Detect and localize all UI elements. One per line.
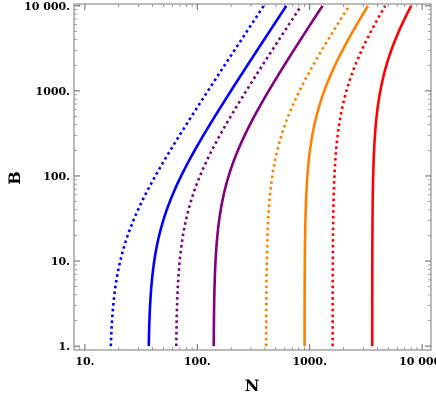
x-tick-label: 10. bbox=[75, 355, 94, 368]
series-curve-4 bbox=[212, 5, 324, 347]
y-tick-label: 1000. bbox=[36, 85, 70, 98]
y-tick-label: 10 000. bbox=[24, 0, 70, 13]
series-curve-8 bbox=[370, 5, 413, 347]
curves bbox=[109, 5, 413, 347]
x-tick-label: 100. bbox=[184, 355, 211, 368]
series-curve-6 bbox=[303, 5, 370, 347]
y-tick-label: 100. bbox=[43, 170, 70, 183]
y-axis-label: B bbox=[5, 171, 24, 185]
plot-frame bbox=[73, 3, 432, 351]
series-curve-2 bbox=[147, 5, 288, 347]
ticks: 10. 100. 1000. 10 000. 1. 10. 100. 1000. 10 000. bbox=[24, 0, 436, 368]
series-curve-7 bbox=[331, 5, 387, 347]
y-tick-label: 10. bbox=[51, 255, 70, 268]
x-tick-label: 1000. bbox=[292, 355, 326, 368]
series-curve-5 bbox=[264, 5, 351, 347]
x-axis-label: N bbox=[245, 376, 260, 395]
x-tick-label: 10 000. bbox=[399, 355, 436, 368]
y-tick-label: 1. bbox=[59, 340, 70, 353]
series-curve-3 bbox=[174, 5, 303, 347]
series-curve-1 bbox=[109, 5, 265, 347]
